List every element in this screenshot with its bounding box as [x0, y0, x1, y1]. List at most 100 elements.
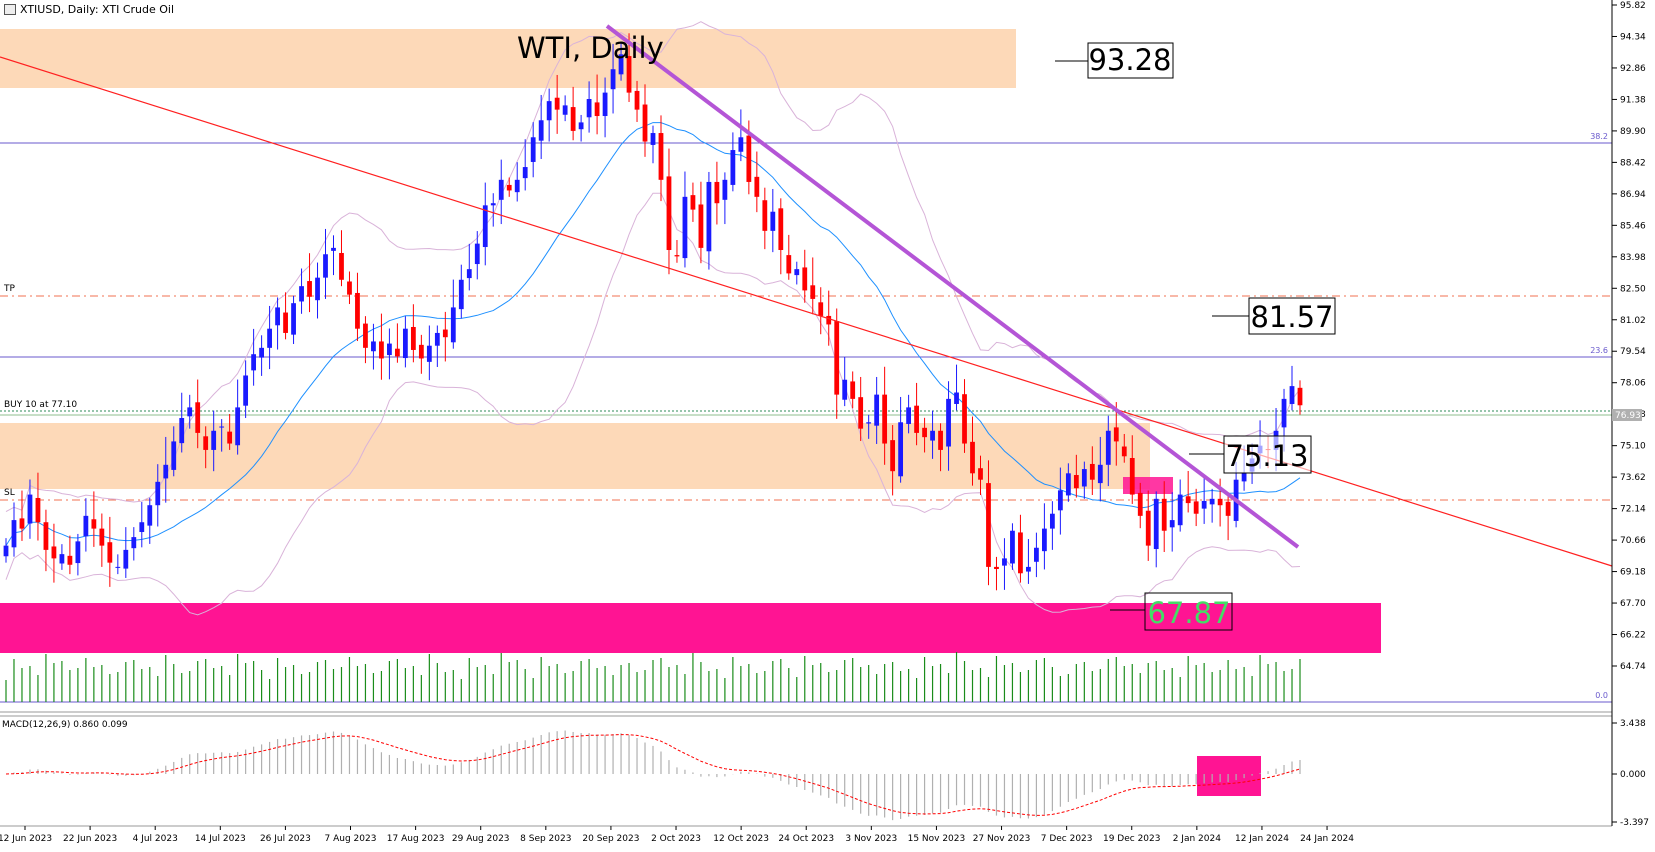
candle — [387, 328, 392, 380]
candle — [315, 262, 320, 319]
candle — [27, 479, 33, 539]
x-axis-label: 22 Jun 2023 — [63, 834, 117, 844]
label-75-13-text: 75.13 — [1225, 439, 1308, 473]
price-axis-label: 69.18 — [1620, 568, 1646, 578]
candle — [1177, 479, 1183, 532]
candle — [1065, 463, 1071, 502]
candle — [195, 379, 201, 449]
macd-signal-line — [5, 734, 1301, 816]
candle — [962, 379, 967, 453]
purple-trendline — [605, 24, 1300, 549]
x-axis-label: 12 Jun 2023 — [0, 834, 52, 844]
candle — [474, 231, 480, 280]
candle — [458, 264, 464, 319]
price-axis-label: 64.74 — [1620, 662, 1646, 672]
x-axis-label: 29 Aug 2023 — [452, 834, 510, 844]
candle — [634, 80, 640, 122]
label-81-57: 81.57 — [1212, 297, 1336, 335]
macd-axis-label: 0.000 — [1620, 770, 1646, 780]
candle — [107, 516, 113, 587]
candle — [554, 74, 560, 134]
candle — [898, 396, 904, 483]
candle — [1137, 482, 1143, 529]
candle — [802, 249, 808, 303]
candle — [418, 334, 424, 374]
candle — [762, 187, 768, 250]
macd-pink-box — [1197, 756, 1261, 796]
label-93-28-text: 93.28 — [1088, 43, 1171, 77]
candle — [283, 292, 288, 340]
price-axis-label: 86.94 — [1620, 190, 1646, 200]
candle — [1049, 501, 1055, 550]
candle — [243, 360, 249, 419]
candle — [1081, 461, 1087, 499]
candle — [155, 464, 161, 527]
candle — [818, 287, 824, 335]
macd-label: MACD(12,26,9) 0.860 0.099 — [2, 720, 128, 730]
candle — [1002, 538, 1007, 590]
candle — [794, 261, 800, 285]
small-pink-box — [1123, 477, 1173, 494]
candle — [394, 323, 400, 363]
candle — [970, 416, 975, 486]
chart-header: XTIUSD, Daily: XTI Crude Oil — [4, 3, 174, 16]
candle — [658, 115, 664, 202]
candle — [546, 88, 552, 142]
fib-0-label: 0.0 — [1595, 691, 1608, 700]
x-axis-label: 3 Nov 2023 — [845, 834, 897, 844]
candle — [594, 74, 600, 135]
price-axis-label: 79.54 — [1620, 347, 1646, 357]
red-trendline — [0, 56, 1613, 567]
x-axis-label: 7 Dec 2023 — [1041, 834, 1093, 844]
candle — [35, 472, 41, 541]
candle — [754, 151, 760, 213]
candle — [203, 426, 209, 469]
x-axis-label: 7 Aug 2023 — [325, 834, 377, 844]
candle — [59, 544, 65, 570]
candle — [514, 162, 520, 202]
candle — [1089, 446, 1095, 496]
candle — [842, 356, 848, 407]
candle — [1193, 488, 1199, 527]
candle — [219, 419, 225, 452]
price-axis-label: 73.62 — [1620, 473, 1646, 483]
buy-label: BUY 10 at 77.10 — [4, 400, 77, 410]
candle — [1161, 481, 1167, 553]
label-67-87-text: 67.87 — [1147, 596, 1230, 630]
candle — [1041, 503, 1047, 570]
candle — [1010, 523, 1015, 570]
candle — [339, 230, 344, 287]
candle — [11, 502, 17, 557]
x-axis-label: 12 Oct 2023 — [713, 834, 769, 844]
candle — [666, 148, 672, 275]
candle — [858, 376, 864, 441]
candle — [379, 313, 384, 380]
candle — [522, 139, 528, 191]
price-axis-label: 89.90 — [1620, 127, 1646, 137]
candle — [650, 125, 656, 164]
price-axis-label: 78.06 — [1620, 379, 1646, 389]
label-75-13: 75.13 — [1189, 435, 1312, 474]
candle — [163, 436, 169, 503]
candle — [786, 234, 792, 280]
candle — [171, 426, 177, 477]
candle — [562, 95, 568, 122]
candle — [770, 188, 776, 253]
candle — [410, 304, 416, 363]
candle — [938, 423, 943, 472]
price-axis-label: 72.14 — [1620, 505, 1646, 515]
candle — [1026, 539, 1031, 584]
price-axis-label: 91.38 — [1620, 95, 1646, 105]
candle — [1225, 494, 1231, 541]
candle — [874, 376, 880, 444]
candle — [99, 513, 105, 567]
x-axis-label: 20 Sep 2023 — [582, 834, 639, 844]
candle — [722, 172, 728, 225]
candle — [930, 410, 935, 459]
candle — [706, 171, 712, 270]
candle — [1201, 478, 1207, 524]
candle — [1097, 436, 1103, 502]
macd-axis-label: 3.438 — [1620, 719, 1646, 729]
